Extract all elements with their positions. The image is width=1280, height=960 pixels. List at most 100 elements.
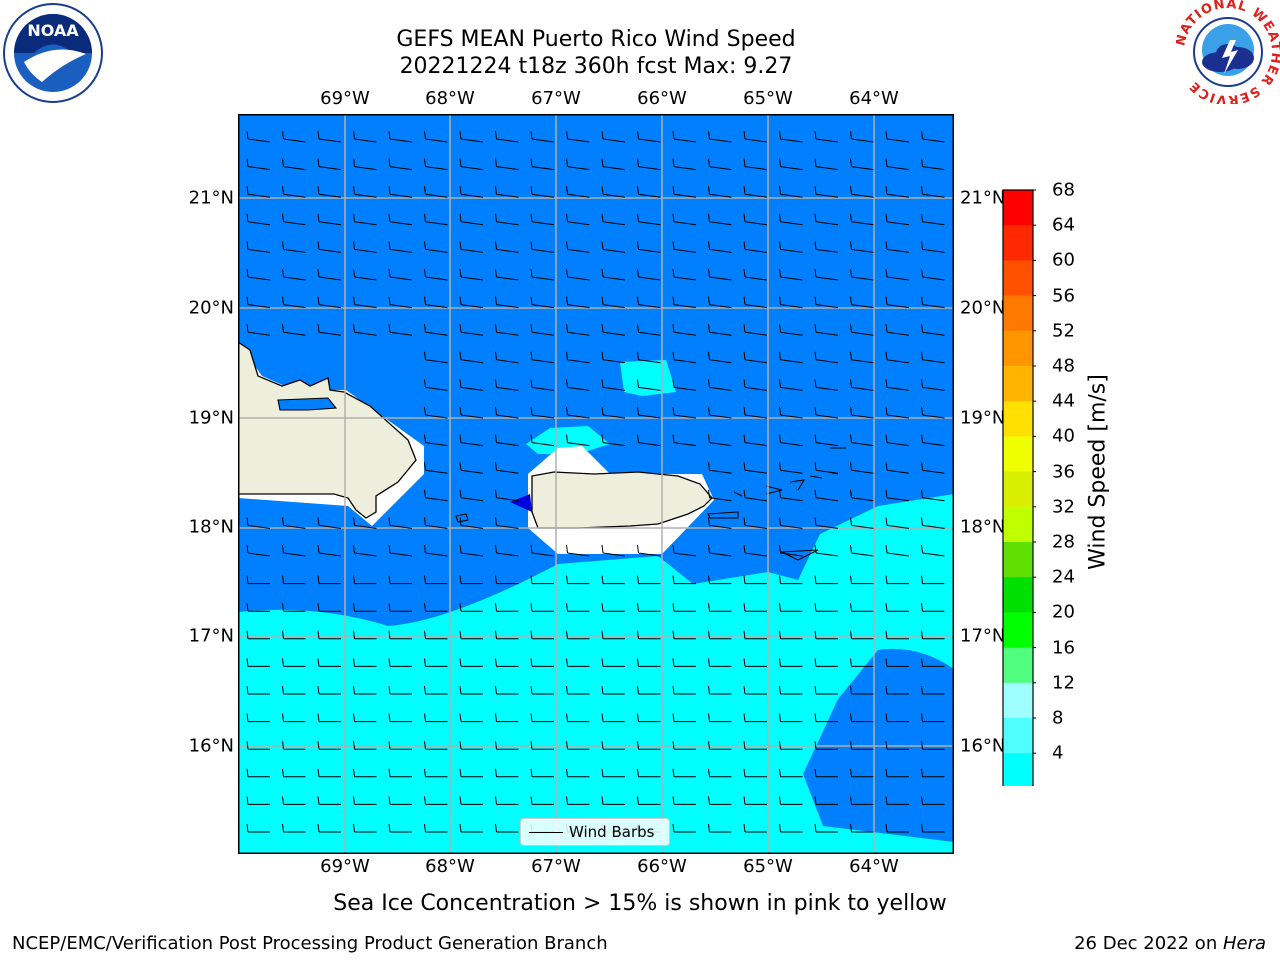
wind-barb bbox=[459, 713, 483, 723]
wind-barb bbox=[672, 603, 696, 612]
wind-barb bbox=[566, 268, 590, 281]
wind-barb bbox=[814, 658, 838, 667]
wind-barb bbox=[885, 434, 910, 447]
wind-barb bbox=[708, 462, 732, 474]
wind-barb bbox=[459, 434, 484, 447]
colorbar-tick-label: 8 bbox=[1052, 707, 1064, 729]
wind-barb bbox=[530, 796, 554, 805]
wind-barb bbox=[601, 603, 625, 612]
wind-barb bbox=[388, 296, 413, 309]
wind-barb bbox=[495, 379, 519, 391]
wind-barb bbox=[459, 658, 483, 667]
vieques bbox=[707, 511, 739, 519]
lon-tick-top-4: 65°W bbox=[743, 88, 793, 109]
wind-barb bbox=[814, 462, 839, 474]
wind-barb bbox=[814, 603, 838, 612]
wind-barb bbox=[388, 241, 413, 253]
wind-barb bbox=[637, 213, 661, 226]
wind-barb bbox=[885, 406, 910, 419]
wind-barb bbox=[637, 603, 661, 612]
wind-barb bbox=[459, 741, 483, 750]
wind-barb bbox=[850, 406, 874, 419]
wind-barb bbox=[530, 186, 555, 198]
wind-barb bbox=[495, 462, 519, 474]
wind-barb bbox=[779, 241, 803, 253]
wind-barb bbox=[672, 379, 697, 391]
wind-barb bbox=[424, 796, 448, 805]
wind-barb bbox=[246, 603, 270, 612]
wind-barb bbox=[282, 713, 306, 723]
wind-barb bbox=[743, 630, 767, 640]
legend: Wind Barbs bbox=[520, 818, 670, 846]
footer-credit: NCEP/EMC/Verification Post Processing Pr… bbox=[12, 933, 608, 954]
colorbar-segment bbox=[1003, 190, 1033, 226]
wind-barb bbox=[885, 324, 910, 336]
wind-barb bbox=[850, 158, 874, 171]
footer-date: 26 Dec 2022 on Hera bbox=[1074, 933, 1266, 954]
wind-barb bbox=[530, 296, 555, 309]
wind-barb bbox=[672, 434, 697, 447]
colorbar-segment bbox=[1003, 225, 1033, 261]
lat-tick-right-0: 21°N bbox=[960, 187, 1006, 209]
wind-barb bbox=[424, 823, 448, 833]
wind-barb bbox=[637, 658, 661, 667]
wind-barb bbox=[921, 544, 945, 557]
lon-tick-bottom-2: 67°W bbox=[531, 856, 581, 877]
wind-barb bbox=[672, 158, 697, 171]
wind-barb bbox=[601, 241, 626, 253]
wind-barb bbox=[921, 158, 945, 171]
wind-barb bbox=[424, 658, 448, 667]
plot-title: GEFS MEAN Puerto Rico Wind Speed bbox=[396, 27, 796, 52]
wind-barb bbox=[779, 268, 803, 281]
wind-barb bbox=[317, 575, 341, 585]
wind-barb bbox=[921, 489, 945, 502]
svg-text:NOAA: NOAA bbox=[27, 21, 79, 40]
lat-tick-right-2: 19°N bbox=[960, 407, 1006, 429]
wind-barb bbox=[743, 213, 768, 226]
wind-barb bbox=[601, 630, 625, 640]
wind-barb bbox=[850, 130, 874, 143]
wind-barb bbox=[282, 186, 306, 198]
wind-barb bbox=[637, 434, 661, 447]
wind-barb bbox=[495, 351, 519, 364]
wind-barb bbox=[282, 268, 306, 281]
wind-barb bbox=[566, 434, 590, 447]
wind-barb bbox=[743, 296, 768, 309]
lat-tick-left-1: 20°N bbox=[188, 297, 234, 319]
wind-barb bbox=[317, 186, 342, 198]
wind-barb bbox=[672, 130, 697, 143]
wind-barb bbox=[388, 658, 412, 667]
colorbar-tick-label: 40 bbox=[1052, 425, 1075, 447]
wind-barb bbox=[459, 130, 484, 143]
wind-barb bbox=[779, 517, 803, 529]
wind-barb bbox=[601, 406, 626, 419]
lon-tick-top-5: 64°W bbox=[849, 88, 899, 109]
wind-barb bbox=[885, 489, 910, 502]
wind-barb bbox=[637, 324, 661, 336]
wind-barb bbox=[921, 213, 945, 226]
wind-barb bbox=[743, 268, 768, 281]
wind-barb bbox=[708, 158, 732, 171]
wind-barb bbox=[317, 741, 341, 750]
footer-date-text: 26 Dec 2022 on bbox=[1074, 933, 1223, 954]
wind-barb bbox=[921, 434, 945, 447]
ocean-min-patch bbox=[510, 494, 532, 512]
wind-barb bbox=[850, 517, 874, 529]
wind-barb bbox=[708, 130, 732, 143]
legend-label: Wind Barbs bbox=[569, 823, 655, 841]
wind-barb bbox=[353, 796, 377, 805]
wind-barb bbox=[743, 351, 768, 364]
wind-barb bbox=[921, 241, 945, 253]
colorbar-segment bbox=[1003, 436, 1033, 473]
wind-barb bbox=[708, 517, 732, 529]
wind-barb bbox=[424, 296, 448, 309]
wind-barb bbox=[495, 213, 519, 226]
colorbar-tick-label: 60 bbox=[1052, 249, 1075, 271]
wind-barb bbox=[779, 685, 803, 695]
wind-barb bbox=[530, 213, 555, 226]
wind-barb bbox=[814, 544, 839, 557]
wind-barb bbox=[743, 823, 767, 833]
wind-barb bbox=[530, 158, 555, 171]
wind-barb bbox=[424, 379, 448, 391]
wind-barb bbox=[353, 741, 377, 750]
